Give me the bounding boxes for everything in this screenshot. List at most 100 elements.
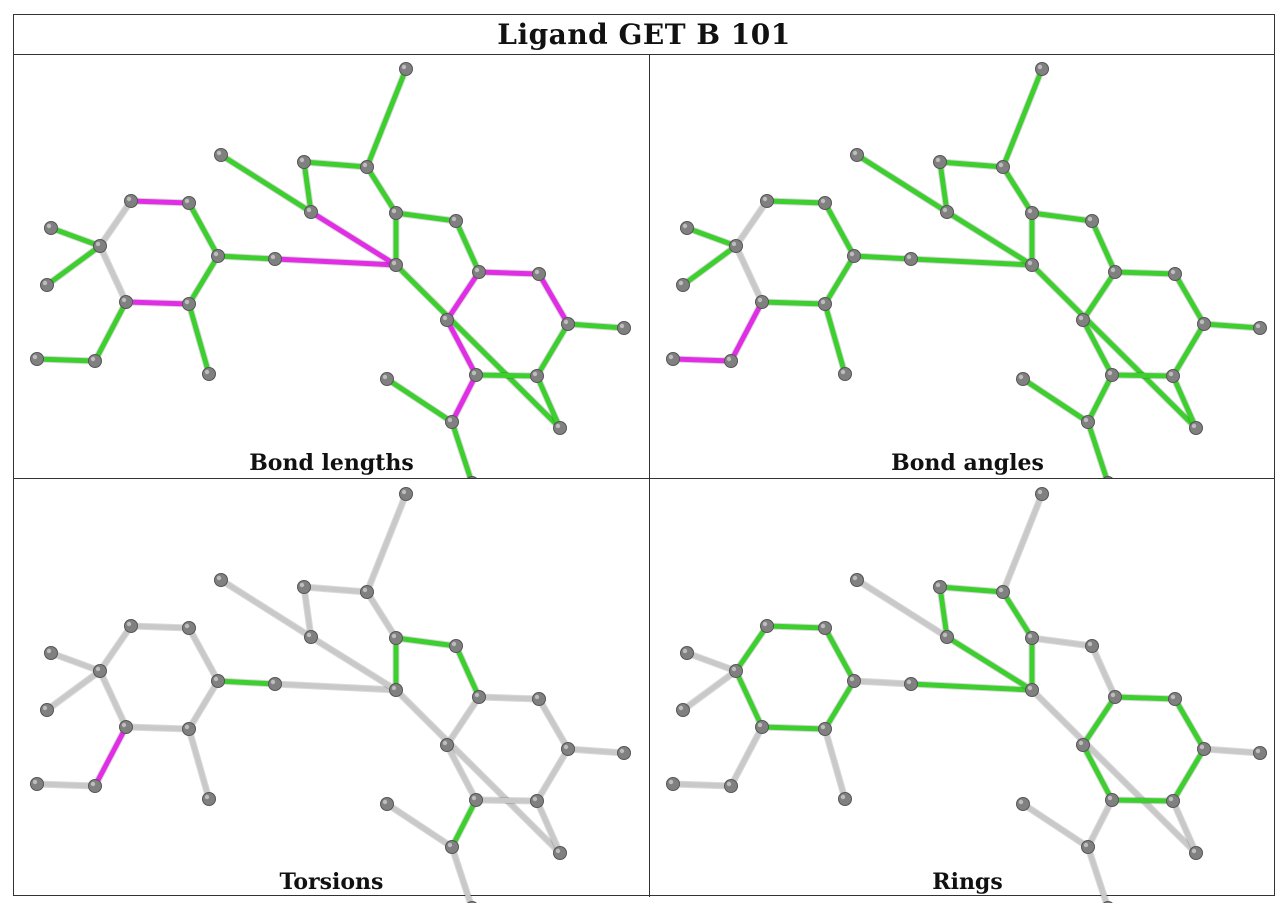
atom	[400, 488, 413, 501]
bond	[456, 221, 479, 272]
atom-highlight	[821, 300, 825, 304]
atom-highlight	[821, 725, 825, 729]
rings-caption: Rings	[650, 869, 1276, 895]
atom-highlight	[271, 255, 275, 259]
bond	[736, 671, 762, 727]
atom-highlight	[1192, 424, 1196, 428]
bond	[452, 800, 476, 847]
atom	[531, 370, 544, 383]
atom	[89, 780, 102, 793]
atom-highlight	[1088, 642, 1092, 646]
atom-highlight	[620, 749, 624, 753]
bond	[189, 729, 209, 799]
bond	[1112, 800, 1173, 801]
atom	[1109, 266, 1122, 279]
atom	[562, 318, 575, 331]
bond	[479, 697, 539, 699]
atom-highlight	[1192, 849, 1196, 853]
atom-highlight	[763, 622, 767, 626]
bond	[1083, 697, 1115, 745]
atom	[470, 794, 483, 807]
atom-highlight	[1200, 745, 1204, 749]
molecule-torsions	[14, 479, 649, 903]
atom-highlight	[1169, 372, 1173, 376]
bond	[476, 375, 537, 376]
atom-highlight	[758, 723, 762, 727]
atom-highlight	[363, 588, 367, 592]
bond	[126, 727, 189, 729]
bond	[1112, 375, 1173, 376]
atom	[125, 620, 138, 633]
atom	[1026, 207, 1039, 220]
atom	[533, 693, 546, 706]
atom	[45, 647, 58, 660]
atom-highlight	[185, 300, 189, 304]
bond	[687, 228, 736, 246]
atom-highlight	[452, 642, 456, 646]
atom	[941, 631, 954, 644]
bond	[1088, 375, 1112, 422]
bond	[762, 727, 825, 729]
bond	[367, 167, 396, 213]
atom	[212, 250, 225, 263]
bond	[1115, 697, 1175, 699]
atom-highlight	[43, 281, 47, 285]
atom	[183, 298, 196, 311]
atom-highlight	[821, 199, 825, 203]
bond	[911, 259, 1032, 265]
atom-highlight	[1019, 375, 1023, 379]
atom-highlight	[1028, 634, 1032, 638]
atom-highlight	[392, 209, 396, 213]
bond	[452, 375, 476, 422]
atom-highlight	[214, 677, 218, 681]
atom	[848, 250, 861, 263]
atom-highlight	[472, 371, 476, 375]
atom	[1036, 488, 1049, 501]
atom	[839, 368, 852, 381]
bond	[736, 246, 762, 302]
atom-highlight	[907, 255, 911, 259]
bond	[537, 324, 568, 376]
atom	[848, 675, 861, 688]
bond	[1088, 800, 1112, 847]
atom	[1109, 691, 1122, 704]
bond	[47, 671, 100, 710]
atom-highlight	[763, 197, 767, 201]
atom-highlight	[1108, 796, 1112, 800]
atom-highlight	[669, 780, 673, 784]
atom-highlight	[47, 224, 51, 228]
bond	[131, 201, 189, 203]
bond	[825, 729, 845, 799]
molecule-bond-angles	[650, 54, 1276, 478]
atom	[120, 721, 133, 734]
atom	[1017, 373, 1030, 386]
atom-highlight	[96, 242, 100, 246]
atom	[94, 665, 107, 678]
atom	[381, 798, 394, 811]
bond	[1173, 749, 1204, 801]
atom	[730, 665, 743, 678]
atom-highlight	[1111, 693, 1115, 697]
atom-highlight	[535, 270, 539, 274]
bond	[189, 256, 218, 304]
atom-highlight	[300, 583, 304, 587]
bond	[1115, 272, 1175, 274]
atom	[390, 259, 403, 272]
atom	[1026, 632, 1039, 645]
atom	[1077, 739, 1090, 752]
atom	[450, 640, 463, 653]
atom	[183, 197, 196, 210]
bond	[1023, 379, 1088, 422]
bond	[131, 626, 189, 628]
bond	[673, 784, 731, 786]
atom	[756, 721, 769, 734]
atom	[562, 743, 575, 756]
atom	[761, 620, 774, 633]
atom	[1026, 259, 1039, 272]
atom-highlight	[1111, 268, 1115, 272]
atom-highlight	[392, 261, 396, 265]
atom	[1167, 795, 1180, 808]
atom-highlight	[850, 677, 854, 681]
atom	[819, 723, 832, 736]
atom-highlight	[185, 725, 189, 729]
